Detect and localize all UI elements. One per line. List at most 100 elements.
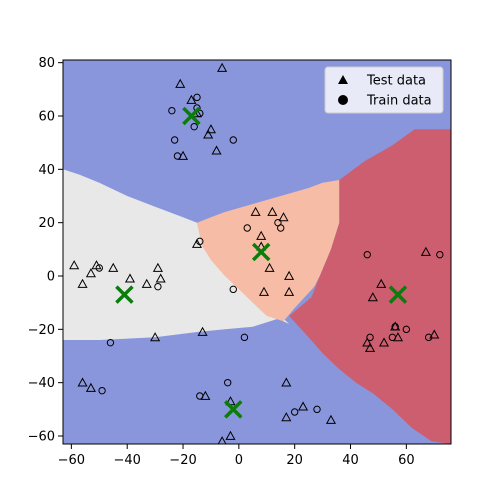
centroid-stroke: [388, 285, 408, 304]
test-point: [152, 262, 163, 272]
y-tick-label: 80: [38, 56, 55, 71]
test-point: [85, 382, 96, 392]
train-point: [229, 285, 237, 294]
axes: −60 −40 −20 0 20 40 60 −60 −40 −20 0 20 40 60 80: [28, 56, 415, 468]
train-point: [363, 250, 371, 259]
test-point: [175, 78, 186, 88]
centroid-stroke: [251, 242, 271, 262]
train-point: [190, 122, 198, 131]
train-point: [277, 224, 285, 232]
legend-circle-icon: [338, 95, 348, 105]
test-point: [376, 278, 387, 288]
test-point: [256, 230, 267, 240]
legend: Test data Train data: [324, 66, 444, 114]
test-point: [217, 62, 228, 72]
y-tick-label: 60: [38, 110, 55, 125]
train-point: [290, 408, 299, 416]
train-point: [170, 136, 179, 144]
y-tick-label: 20: [38, 216, 55, 231]
centroid-marker: [115, 285, 134, 304]
train-point: [168, 106, 176, 115]
test-point: [258, 286, 270, 296]
test-point: [367, 292, 378, 302]
test-point: [325, 414, 337, 424]
train-point: [402, 325, 411, 334]
centroid-marker: [224, 400, 243, 419]
train-point: [154, 282, 162, 291]
train-point: [223, 378, 232, 387]
test-point: [278, 212, 289, 222]
test-point: [378, 337, 390, 347]
legend-label-test: Test data: [366, 74, 426, 89]
train-point: [436, 250, 444, 259]
train-point: [391, 322, 399, 331]
train-point: [106, 338, 115, 347]
test-point: [124, 273, 136, 283]
test-point: [284, 286, 295, 296]
test-point: [197, 326, 208, 336]
test-point: [191, 238, 203, 248]
train-point: [193, 93, 201, 102]
train-point: [95, 264, 103, 272]
centroid-stroke: [182, 106, 201, 126]
centroid-marker: [182, 106, 201, 126]
test-point: [281, 377, 292, 387]
test-point: [69, 260, 80, 270]
x-tick-label: 20: [286, 453, 303, 468]
test-point: [225, 430, 236, 440]
test-point: [205, 124, 216, 134]
train-point: [313, 405, 321, 414]
train-point: [424, 333, 433, 342]
train-point: [173, 152, 182, 160]
test-point: [77, 278, 88, 288]
legend-triangle-icon: [338, 75, 348, 84]
x-tick-label: 60: [398, 453, 415, 468]
train-point: [196, 237, 204, 246]
test-point: [264, 262, 275, 272]
test-point: [362, 337, 373, 347]
test-point: [203, 129, 214, 139]
x-tick-label: −40: [113, 453, 140, 468]
data-points: [69, 62, 444, 444]
train-point: [366, 333, 374, 342]
test-point: [284, 270, 295, 280]
test-point: [429, 329, 440, 339]
test-point: [141, 278, 152, 288]
test-point: [217, 436, 227, 444]
test-point: [298, 401, 309, 411]
test-point: [211, 145, 222, 155]
y-tick-label: 40: [38, 163, 55, 178]
test-point: [150, 332, 161, 342]
train-point: [240, 333, 249, 342]
test-point: [186, 94, 197, 104]
x-tick-label: 40: [342, 453, 359, 468]
centroid-marker: [388, 285, 408, 304]
centroid-stroke: [224, 400, 243, 419]
test-point: [250, 206, 261, 216]
y-tick-label: 0: [47, 270, 55, 285]
region-salmon: [197, 180, 340, 322]
y-tick-label: −20: [28, 323, 55, 338]
train-point: [243, 224, 251, 232]
x-tick-label: −20: [169, 453, 196, 468]
x-tick-label: 0: [235, 453, 243, 468]
test-point: [155, 273, 166, 283]
train-point: [229, 136, 237, 144]
test-point: [281, 412, 292, 422]
centroid-stroke: [115, 285, 134, 304]
test-point: [77, 377, 88, 387]
train-point: [196, 109, 204, 118]
test-point: [267, 206, 278, 216]
test-point: [108, 262, 119, 272]
test-point: [365, 342, 376, 352]
test-point: [85, 268, 96, 278]
region-red: [289, 129, 451, 444]
legend-label-train: Train data: [366, 94, 432, 109]
plot-frame: [62, 59, 452, 445]
x-tick-label: −60: [58, 453, 85, 468]
decision-regions: [63, 60, 451, 444]
test-point: [420, 246, 431, 256]
y-tick-label: −60: [28, 430, 55, 445]
centroid-marker: [251, 242, 271, 262]
train-point: [98, 386, 106, 395]
